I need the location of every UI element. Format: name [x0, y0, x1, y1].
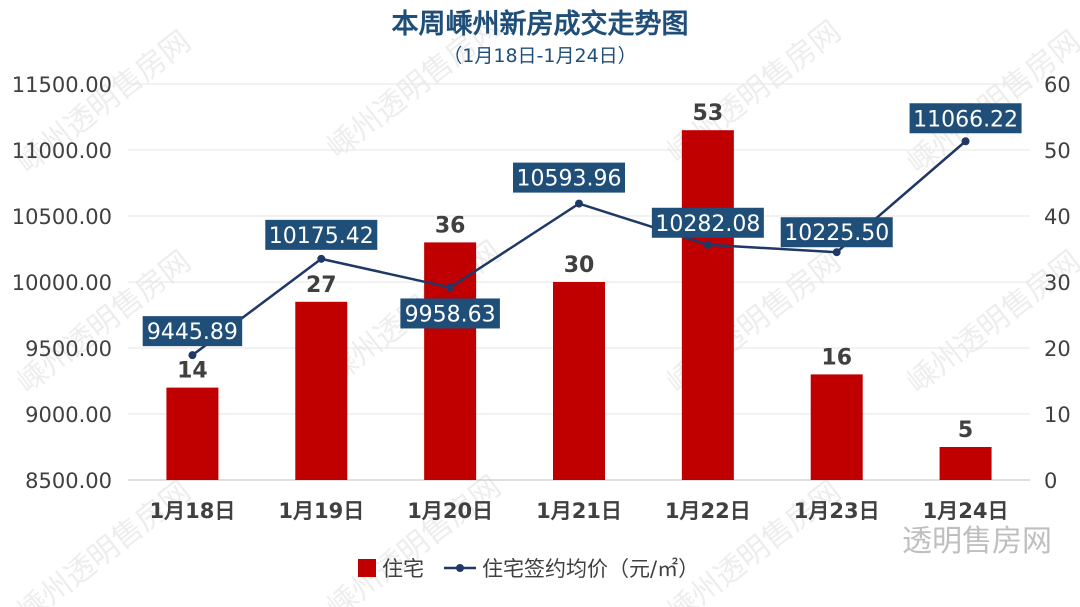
bar: [166, 387, 219, 480]
category-label: 1月19日: [278, 499, 364, 523]
line-point: [575, 199, 583, 208]
right-axis: 0 10 20 30 40 50 60: [1044, 73, 1071, 493]
right-tick-label: 10: [1044, 403, 1071, 427]
line-point: [961, 137, 970, 146]
category-label: 1月24日: [923, 499, 1009, 523]
legend-line-marker: [456, 564, 464, 572]
bar: [939, 447, 992, 480]
line-value-label: 10282.08: [655, 212, 760, 237]
left-tick-label: 9000.00: [25, 403, 112, 427]
line-point: [188, 351, 197, 360]
bar: [424, 242, 477, 480]
left-axis: 8500.00 9000.00 9500.00 10000.00 10500.00 110…: [12, 73, 112, 493]
bar: [553, 282, 605, 480]
line-point: [832, 248, 841, 257]
watermark-text: 嵊州透明售房网: [661, 474, 848, 607]
line-point: [446, 283, 455, 292]
right-tick-label: 40: [1044, 205, 1071, 229]
category-label: 1月20日: [407, 499, 493, 523]
left-tick-label: 11000.00: [12, 139, 112, 163]
chart-subtitle: （1月18日-1月24日）: [443, 45, 636, 67]
left-tick-label: 10500.00: [12, 205, 112, 229]
right-tick-label: 50: [1044, 139, 1071, 163]
line-point: [317, 254, 326, 263]
bar-value-label: 16: [821, 345, 852, 370]
line-label-box: [909, 103, 1022, 134]
left-tick-label: 11500.00: [12, 73, 112, 97]
left-tick-label: 10000.00: [12, 271, 112, 295]
bar-value-label: 27: [306, 273, 337, 298]
bar-value-label: 5: [958, 418, 973, 443]
bar: [810, 374, 863, 480]
bar: [681, 130, 734, 480]
line-value-label: 10225.50: [784, 221, 889, 246]
chart-title: 本周嵊州新房成交走势图: [392, 8, 689, 40]
legend: 住宅 住宅签约均价（元/㎡）: [358, 557, 699, 581]
right-tick-label: 30: [1044, 271, 1071, 295]
category-label: 1月22日: [665, 499, 751, 523]
legend-bar-swatch: [358, 559, 376, 577]
line-point: [703, 240, 712, 249]
left-tick-label: 8500.00: [25, 469, 112, 493]
line-value-label: 10175.42: [269, 224, 374, 249]
corner-watermark: 透明售房网: [902, 524, 1052, 559]
bar: [295, 301, 348, 480]
right-tick-label: 60: [1044, 73, 1071, 97]
x-axis: 1月18日 1月19日 1月20日 1月21日 1月22日 1月23日 1月24日: [150, 499, 1009, 523]
watermark-text: 嵊州透明售房网: [901, 244, 1080, 401]
category-label: 1月23日: [794, 499, 880, 523]
line-value-label: 11066.22: [913, 107, 1018, 132]
bar-value-label: 30: [564, 253, 595, 278]
line-value-label: 9445.89: [147, 320, 238, 345]
bar-value-label: 14: [177, 359, 208, 384]
right-tick-label: 0: [1044, 469, 1057, 493]
line-series: 9445.89 10175.42 9958.63 10593.96 10282.08 10…: [142, 103, 1022, 360]
category-label: 1月21日: [536, 499, 622, 523]
line-value-label: 10593.96: [517, 167, 622, 192]
watermark-text: 嵊州透明售房网: [11, 474, 198, 607]
line-label-box: [513, 162, 625, 193]
line-label-box: [780, 217, 893, 248]
line-value-label: 9958.63: [405, 302, 496, 327]
bar-series: 14 27 36 30 53 16 5: [166, 101, 992, 480]
line-label-box: [142, 316, 243, 347]
legend-line-label: 住宅签约均价（元/㎡）: [482, 557, 699, 581]
line-label-box: [265, 219, 378, 250]
bar-value-label: 36: [435, 213, 466, 238]
legend-bar-label: 住宅: [382, 557, 424, 581]
left-tick-label: 9500.00: [25, 337, 112, 361]
bar-value-label: 53: [693, 101, 724, 126]
line-label-box: [651, 207, 764, 238]
line-label-box: [400, 298, 500, 329]
watermark-text: 嵊州透明售房网: [321, 469, 508, 607]
category-label: 1月18日: [150, 499, 236, 523]
right-tick-label: 20: [1044, 337, 1071, 361]
